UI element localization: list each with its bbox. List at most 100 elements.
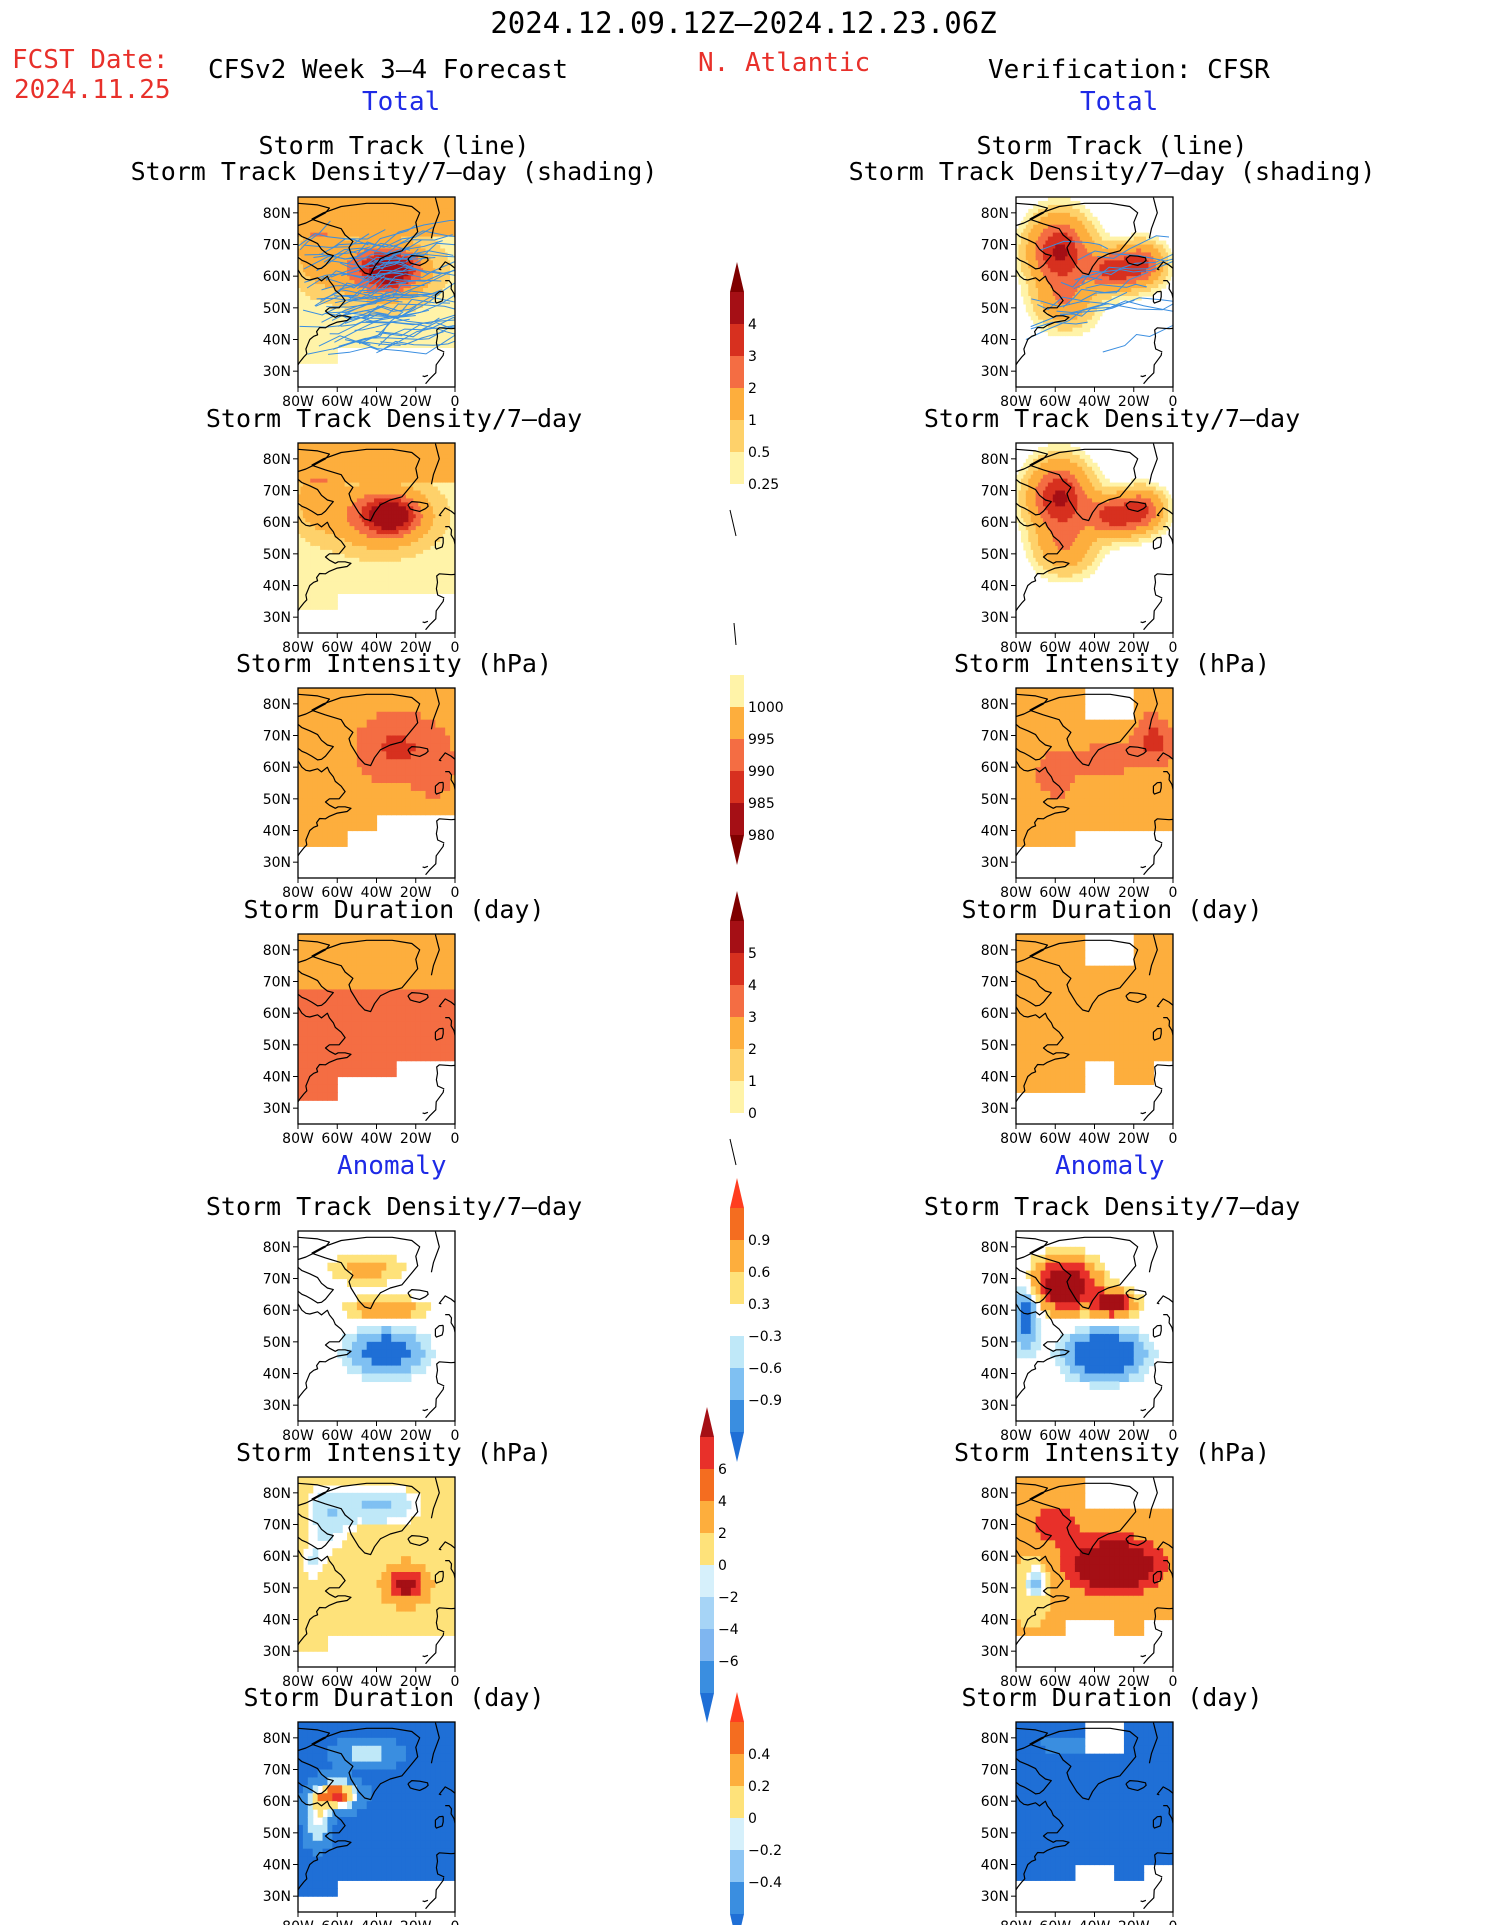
colorbar-intensity-anom: 6 4 2 0 −2 −4 −6 xyxy=(700,1407,739,1723)
lat-tick-label: 30N xyxy=(981,610,1009,626)
lon-tick-label: 20W xyxy=(1118,1428,1150,1444)
map-right-anom-duration: 80N 70N 60N 50N 40N 30N 80W 60W 40W 20W 0 xyxy=(981,1721,1177,1925)
fcst-date-value: 2024.11.25 xyxy=(14,75,171,105)
lat-tick-label: 80N xyxy=(263,1731,291,1747)
lat-tick-label: 30N xyxy=(981,855,1009,871)
lat-tick-label: 60N xyxy=(981,1006,1009,1022)
lat-tick-label: 30N xyxy=(263,1889,291,1905)
lat-tick-label: 60N xyxy=(981,269,1009,285)
lat-tick-label: 80N xyxy=(263,697,291,713)
lat-tick-label: 50N xyxy=(981,1335,1009,1351)
lat-tick-label: 70N xyxy=(263,484,291,500)
lat-tick-label: 30N xyxy=(981,1101,1009,1117)
colorbar-density-anom: 0.9 0.6 0.3 −0.3 −0.6 −0.9 xyxy=(730,1178,782,1462)
left-density-title: Storm Track Density/7–day xyxy=(205,404,583,433)
lat-tick-label: 60N xyxy=(263,269,291,285)
colorbar-duration-total: 5 4 3 2 1 0 xyxy=(729,891,757,1166)
lat-tick-label: 30N xyxy=(263,364,291,380)
lon-tick-label: 20W xyxy=(400,1131,432,1147)
right-anom-duration-title: Storm Duration (day) xyxy=(961,1683,1263,1712)
lon-tick-label: 60W xyxy=(321,1428,353,1444)
lon-tick-label: 0 xyxy=(1169,1674,1178,1690)
lat-tick-label: 50N xyxy=(263,301,291,317)
map-left-track: 80N 70N 60N 50N 40N 30N 80W 60W 40W 20W 0 xyxy=(263,196,459,410)
lat-tick-label: 60N xyxy=(981,1794,1009,1810)
lat-tick-label: 50N xyxy=(263,1826,291,1842)
lat-tick-label: 40N xyxy=(981,1858,1009,1874)
colorbar-label: −0.2 xyxy=(748,1843,782,1859)
lon-tick-label: 20W xyxy=(1118,1674,1150,1690)
lon-tick-label: 60W xyxy=(321,885,353,901)
lat-tick-label: 40N xyxy=(263,1367,291,1383)
lat-tick-label: 70N xyxy=(981,1272,1009,1288)
lat-tick-label: 40N xyxy=(981,1070,1009,1086)
lon-tick-label: 40W xyxy=(361,1674,393,1690)
lon-tick-label: 80W xyxy=(1000,1674,1032,1690)
lat-tick-label: 30N xyxy=(981,1644,1009,1660)
lon-tick-label: 60W xyxy=(1039,394,1071,410)
lat-tick-label: 30N xyxy=(981,1398,1009,1414)
left-anom-density-title: Storm Track Density/7–day xyxy=(205,1192,583,1221)
colorbar-intensity-total: 1000 995 990 985 980 xyxy=(730,622,784,865)
colorbar-label: 1 xyxy=(748,1074,757,1090)
colorbar-label: 1000 xyxy=(748,700,784,716)
lon-tick-label: 60W xyxy=(1039,1919,1071,1925)
right-anom-density-title: Storm Track Density/7–day xyxy=(923,1192,1301,1221)
total-label-right: Total xyxy=(1080,87,1159,117)
map-right-anom-density: 80N 70N 60N 50N 40N 30N 80W 60W 40W 20W 0 xyxy=(981,1230,1177,1444)
lon-tick-label: 60W xyxy=(1039,885,1071,901)
lon-tick-label: 40W xyxy=(361,1428,393,1444)
lon-tick-label: 80W xyxy=(282,1131,314,1147)
colorbar-label: −2 xyxy=(718,1590,739,1606)
lon-tick-label: 40W xyxy=(1079,640,1111,656)
anomaly-label-left: Anomaly xyxy=(337,1151,447,1181)
lon-tick-label: 40W xyxy=(361,885,393,901)
right-track-title-1: Storm Track (line) xyxy=(976,131,1248,160)
lat-tick-label: 50N xyxy=(263,1038,291,1054)
colorbar-label: 6 xyxy=(718,1462,727,1478)
colorbar-density-total: 4 3 2 1 0.5 0.25 xyxy=(729,262,779,537)
colorbar-label: 5 xyxy=(748,946,757,962)
lat-tick-label: 30N xyxy=(263,610,291,626)
lat-tick-label: 50N xyxy=(981,547,1009,563)
colorbar-label: 2 xyxy=(718,1526,727,1542)
lon-tick-label: 0 xyxy=(451,640,460,656)
lon-tick-label: 80W xyxy=(282,885,314,901)
lon-tick-label: 60W xyxy=(321,1674,353,1690)
lon-tick-label: 20W xyxy=(400,1919,432,1925)
colorbar-label: −4 xyxy=(718,1622,739,1638)
lat-tick-label: 40N xyxy=(981,824,1009,840)
left-duration-title: Storm Duration (day) xyxy=(243,895,545,924)
left-track-title-2: Storm Track Density/7–day (shading) xyxy=(130,157,658,186)
lat-tick-label: 70N xyxy=(981,729,1009,745)
colorbar-label: 1 xyxy=(748,413,757,429)
lat-tick-label: 80N xyxy=(981,943,1009,959)
left-intensity-title: Storm Intensity (hPa) xyxy=(235,649,553,678)
map-right-intensity: 80N 70N 60N 50N 40N 30N 80W 60W 40W 20W 0 xyxy=(981,687,1177,901)
lat-tick-label: 60N xyxy=(263,1303,291,1319)
lon-tick-label: 20W xyxy=(1118,1919,1150,1925)
lon-tick-label: 80W xyxy=(1000,1131,1032,1147)
lat-tick-label: 30N xyxy=(981,1889,1009,1905)
colorbar-label: 4 xyxy=(718,1494,727,1510)
left-track-title-1: Storm Track (line) xyxy=(258,131,530,160)
colorbar-label: 0.2 xyxy=(748,1779,770,1795)
lon-tick-label: 40W xyxy=(361,394,393,410)
colorbar-label: 0.5 xyxy=(748,445,770,461)
lon-tick-label: 80W xyxy=(282,640,314,656)
model-title: CFSv2 Week 3–4 Forecast xyxy=(208,55,569,85)
lon-tick-label: 80W xyxy=(1000,640,1032,656)
lon-tick-label: 60W xyxy=(321,1131,353,1147)
lat-tick-label: 50N xyxy=(263,1581,291,1597)
lon-tick-label: 80W xyxy=(282,1919,314,1925)
verification-label: Verification: CFSR xyxy=(988,55,1270,85)
lat-tick-label: 70N xyxy=(981,1518,1009,1534)
lon-tick-label: 40W xyxy=(1079,394,1111,410)
map-left-intensity: 80N 70N 60N 50N 40N 30N 80W 60W 40W 20W 0 xyxy=(263,687,459,901)
lon-tick-label: 20W xyxy=(400,885,432,901)
lat-tick-label: 70N xyxy=(263,975,291,991)
lat-tick-label: 50N xyxy=(263,547,291,563)
colorbar-label: −0.6 xyxy=(748,1361,782,1377)
lat-tick-label: 60N xyxy=(981,760,1009,776)
lon-tick-label: 40W xyxy=(361,1131,393,1147)
